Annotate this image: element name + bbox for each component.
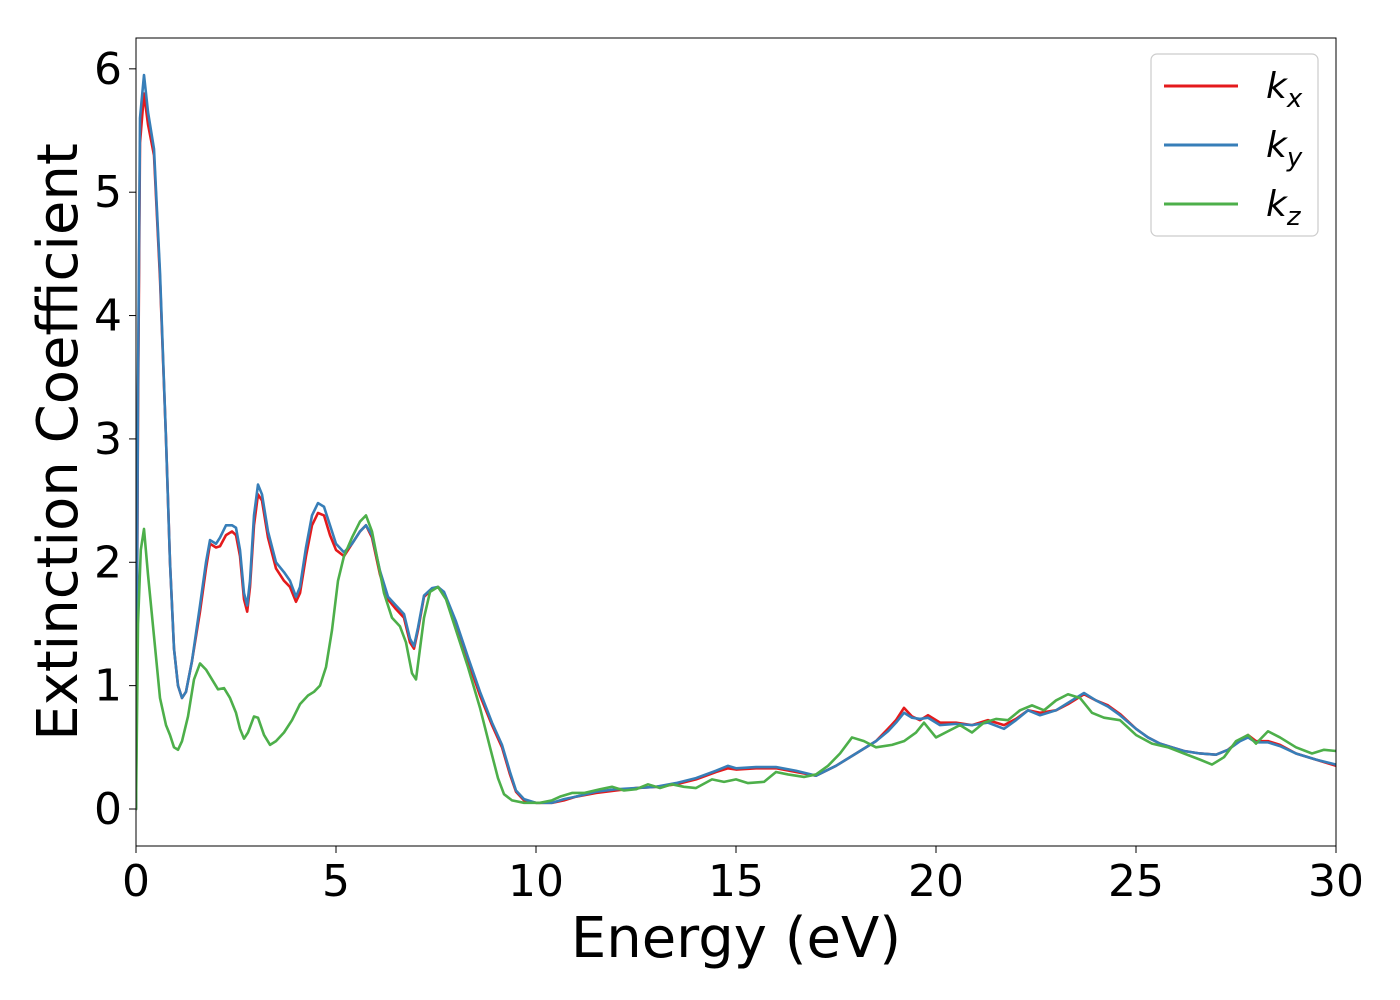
y-tick-label: 3 bbox=[94, 414, 122, 465]
plot-lines bbox=[136, 73, 1336, 811]
y-axis-label: Extinction Coefficient bbox=[26, 143, 91, 741]
x-tick-label: 25 bbox=[1108, 856, 1164, 907]
y-tick-label: 1 bbox=[94, 661, 122, 712]
x-tick-label: 0 bbox=[122, 856, 150, 907]
x-tick-label: 15 bbox=[708, 856, 764, 907]
y-tick-label: 6 bbox=[94, 44, 122, 95]
y-tick-label: 0 bbox=[94, 784, 122, 835]
y-tick-label: 4 bbox=[94, 291, 122, 342]
legend-label-ky: ky bbox=[1266, 125, 1303, 173]
x-tick-label: 20 bbox=[908, 856, 964, 907]
legend: kx ky kz bbox=[1150, 53, 1319, 237]
y-tick-label: 5 bbox=[94, 167, 122, 218]
y-tick-label: 2 bbox=[94, 537, 122, 588]
series-line-kz bbox=[136, 514, 1336, 811]
x-tick-label: 30 bbox=[1308, 856, 1364, 907]
x-tick-label: 10 bbox=[508, 856, 564, 907]
x-axis-label: Energy (eV) bbox=[571, 906, 901, 971]
legend-label-kz: kz bbox=[1266, 184, 1302, 232]
legend-label-kx: kx bbox=[1266, 66, 1303, 114]
series-line-ky bbox=[136, 73, 1336, 811]
x-axis-ticks: 0 5 10 15 20 25 30 bbox=[122, 846, 1364, 907]
y-axis-ticks: 0 1 2 3 4 5 6 bbox=[94, 44, 136, 835]
x-tick-label: 5 bbox=[322, 856, 350, 907]
